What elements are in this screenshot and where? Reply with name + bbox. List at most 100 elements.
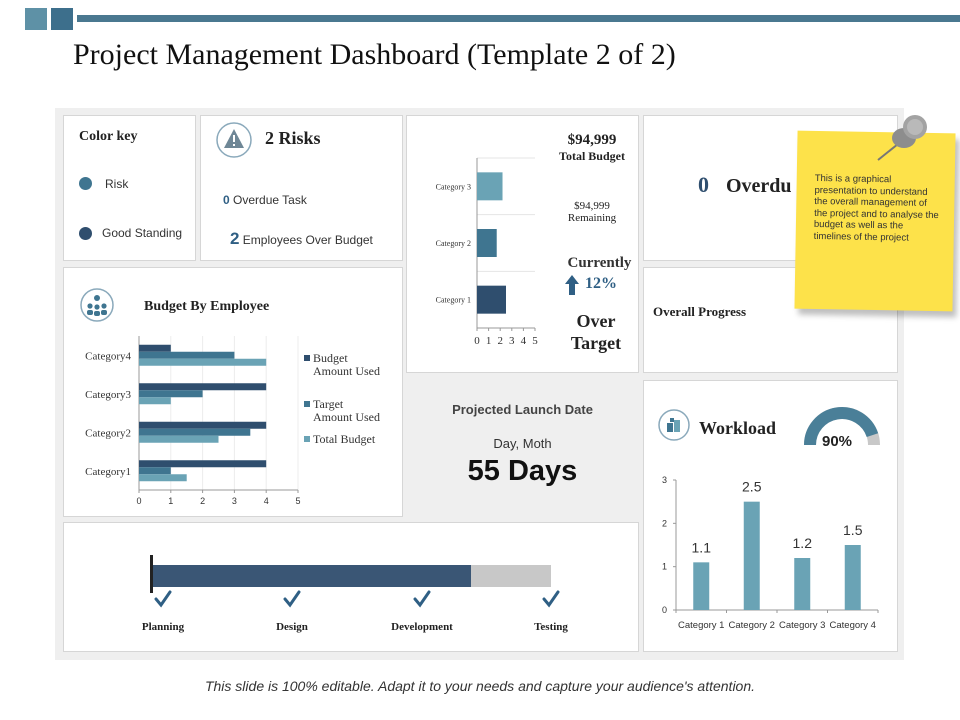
emp-x-tick-label: 5 xyxy=(295,496,300,506)
emp-bar xyxy=(139,390,203,398)
emp-legend-swatch xyxy=(304,401,310,407)
overdue-label: Overdu xyxy=(726,175,792,197)
pushpin-icon xyxy=(877,115,927,161)
timeline-stage-label: Testing xyxy=(534,621,568,633)
overdue-task-label: Overdue Task xyxy=(229,193,307,207)
timeline-progress xyxy=(153,565,472,587)
workload-title: Workload xyxy=(699,418,777,438)
budget-by-employee-chart: Category1 Category2 Category3 Category4 0 1 2 3… xyxy=(85,336,380,506)
work-bar xyxy=(844,545,861,610)
total-budget-value: $94,999 xyxy=(567,132,617,148)
timeline-stage-label: Design xyxy=(276,621,308,633)
budget-mini-chart: Category 1 Category 2 Category 3 0 1 2 3 4 5 xyxy=(436,157,538,347)
color-key-title: Color key xyxy=(79,129,138,144)
mini-x-tick-label: 3 xyxy=(509,335,515,347)
work-bar xyxy=(743,501,760,610)
overall-progress-label: Overall Progress xyxy=(653,304,747,319)
emp-bar xyxy=(139,421,267,429)
overdue-count: 0 xyxy=(698,172,709,197)
work-bar xyxy=(794,558,811,610)
timeline-panel: Planning Design Development Testing xyxy=(63,522,639,652)
up-arrow-icon xyxy=(565,275,579,295)
work-category-label: Category 2 xyxy=(729,620,775,631)
header-square-dark xyxy=(51,8,73,30)
good-standing-color-dot xyxy=(79,227,92,240)
workload-gauge xyxy=(804,407,880,446)
employees-over-budget-label: Employees Over Budget xyxy=(239,233,373,247)
employees-over-budget-line: 2 Employees Over Budget xyxy=(230,229,373,249)
remaining-label: Remaining xyxy=(567,212,617,224)
workload-panel: Workload 90% 0 1 2 3 1.1 Category 1 2.5 Categor… xyxy=(643,380,898,652)
emp-category-label: Category2 xyxy=(85,427,131,439)
overdue-task-line: 0 Overdue Task xyxy=(223,193,307,207)
workload-chart: 0 1 2 3 1.1 Category 1 2.5 Category 2 1.2 Categor… xyxy=(662,475,879,631)
check-icon xyxy=(542,590,560,608)
over-target-label-line1: Over xyxy=(576,311,616,331)
emp-category-label: Category3 xyxy=(85,389,131,401)
mini-x-tick-label: 5 xyxy=(532,335,538,347)
timeline-stage-label: Development xyxy=(391,621,453,633)
emp-bar xyxy=(139,383,267,391)
emp-legend-label: Total Budget xyxy=(313,432,376,446)
emp-x-tick-label: 0 xyxy=(136,496,141,506)
work-category-label: Category 3 xyxy=(779,620,825,631)
mini-x-tick-label: 2 xyxy=(497,335,503,347)
work-data-label: 2.5 xyxy=(742,479,762,495)
emp-x-tick-label: 2 xyxy=(200,496,205,506)
workload-gauge-value: 90% xyxy=(822,433,853,450)
work-data-label: 1.1 xyxy=(692,539,712,555)
timeline-stage-label: Planning xyxy=(141,621,185,633)
mini-category-label: Category 2 xyxy=(436,239,471,248)
emp-bar xyxy=(139,344,171,352)
work-bar xyxy=(693,562,710,610)
emp-bar xyxy=(139,460,267,468)
budget-by-employee-title: Budget By Employee xyxy=(144,299,270,314)
timeline-start-marker xyxy=(150,555,153,593)
mini-bar xyxy=(477,229,497,257)
risks-count: 2 Risks xyxy=(265,128,321,148)
color-key-panel: Color key Risk Good Standing xyxy=(63,115,196,261)
launch-subtitle: Day, Moth xyxy=(493,436,552,451)
launch-value: 55 Days xyxy=(467,455,578,487)
employees-over-budget-count: 2 xyxy=(230,229,240,248)
work-y-tick-label: 0 xyxy=(662,605,667,615)
work-y-tick-label: 1 xyxy=(662,562,667,572)
work-category-label: Category 4 xyxy=(830,620,876,631)
sticky-note-text: This is a graphical presentation to unde… xyxy=(813,172,939,244)
emp-bar xyxy=(139,397,171,405)
emp-legend-label: Budget xyxy=(313,351,348,365)
footer-note: This slide is 100% editable. Adapt it to… xyxy=(204,678,756,694)
emp-bar xyxy=(139,474,187,482)
emp-bar xyxy=(139,358,267,366)
emp-x-tick-label: 4 xyxy=(264,496,269,506)
launch-title: Projected Launch Date xyxy=(452,402,593,417)
workload-icon xyxy=(658,409,690,441)
mini-x-tick-label: 0 xyxy=(474,335,480,347)
mini-bar xyxy=(477,285,506,314)
work-data-label: 1.2 xyxy=(793,535,813,551)
over-target-label-line2: Target xyxy=(570,333,622,353)
overdue-task-count: 0 xyxy=(223,193,230,207)
mini-bar xyxy=(477,172,503,201)
work-data-label: 1.5 xyxy=(843,522,863,538)
emp-bar xyxy=(139,435,219,443)
emp-x-tick-label: 3 xyxy=(232,496,237,506)
mini-category-label: Category 1 xyxy=(436,296,471,305)
emp-legend-label: Target xyxy=(313,397,344,411)
emp-bar xyxy=(139,467,171,475)
remaining-value: $94,999 xyxy=(574,200,610,212)
emp-category-label: Category4 xyxy=(85,350,131,362)
risk-color-dot xyxy=(79,177,92,190)
work-y-tick-label: 3 xyxy=(662,475,667,485)
budget-by-employee-panel: Budget By Employee Category1 Category2 Cat… xyxy=(63,267,403,517)
work-category-label: Category 1 xyxy=(678,620,724,631)
gauge-fill xyxy=(804,407,879,446)
work-y-tick-label: 2 xyxy=(662,518,667,528)
header-stripe xyxy=(77,15,960,22)
check-icon xyxy=(413,590,431,608)
currently-value: 12% xyxy=(585,275,617,292)
emp-legend-label: Amount Used xyxy=(313,364,380,378)
emp-bar xyxy=(139,351,235,359)
risk-label: Risk xyxy=(105,177,129,191)
